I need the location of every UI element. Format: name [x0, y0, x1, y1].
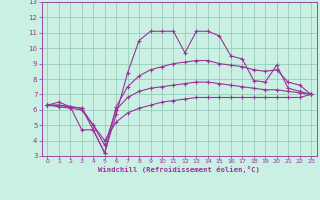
X-axis label: Windchill (Refroidissement éolien,°C): Windchill (Refroidissement éolien,°C) — [98, 166, 260, 173]
